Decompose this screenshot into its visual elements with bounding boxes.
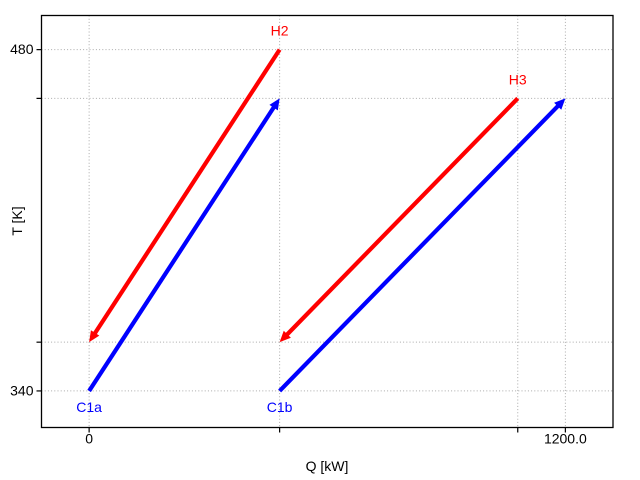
stream-label-C1b: C1b bbox=[267, 399, 293, 415]
y-tick-label-340: 340 bbox=[10, 382, 34, 398]
stream-arrow-C1a bbox=[269, 98, 280, 111]
stream-label-H3: H3 bbox=[509, 71, 527, 87]
plot-border bbox=[40, 14, 614, 429]
stream-arrow-H2 bbox=[89, 330, 100, 343]
stream-label-H2: H2 bbox=[271, 23, 289, 39]
stream-line-C1a bbox=[87, 102, 279, 393]
stream-arrow-H3 bbox=[279, 330, 291, 343]
stream-arrow-C1b bbox=[554, 98, 566, 110]
x-tick-label-0: 0 bbox=[85, 431, 93, 447]
y-tick-label-480: 480 bbox=[10, 41, 34, 57]
stream-label-C1a: C1a bbox=[76, 399, 102, 415]
stream-line-C1b bbox=[278, 101, 563, 393]
x-axis-label: Q [kW] bbox=[306, 458, 349, 474]
stream-line-H2 bbox=[90, 48, 282, 339]
x-tick-label-1200: 1200.0 bbox=[544, 431, 587, 447]
stream-line-H3 bbox=[282, 96, 520, 340]
y-axis-label: T [K] bbox=[9, 206, 25, 235]
